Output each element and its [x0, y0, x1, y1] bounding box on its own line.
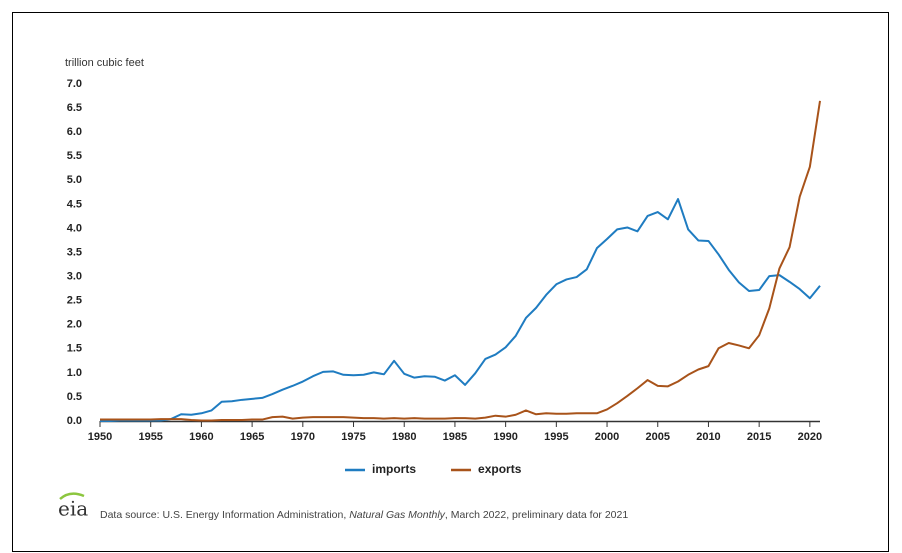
y-axis-label: trillion cubic feet	[65, 57, 144, 69]
x-tick-label: 2000	[595, 431, 619, 443]
x-tick-label: 1995	[544, 431, 568, 443]
x-tick-label: 1975	[341, 431, 365, 443]
x-tick-label: 1955	[138, 431, 162, 443]
x-tick-label: 2015	[747, 431, 771, 443]
y-tick-label: 1.5	[67, 343, 82, 355]
y-tick-label: 3.5	[67, 246, 82, 258]
x-tick-label: 1950	[88, 431, 112, 443]
y-tick-label: 3.0	[67, 270, 82, 282]
series-line	[100, 198, 821, 422]
legend-label: imports	[372, 462, 416, 476]
x-tick-label: 1990	[493, 431, 517, 443]
legend-label: exports	[478, 462, 522, 476]
logo: eia	[58, 497, 88, 521]
y-tick-label: 2.5	[67, 295, 82, 307]
x-tick-label: 2010	[696, 431, 720, 443]
y-tick-label: 0.5	[67, 391, 82, 403]
source-prefix: Data source: U.S. Energy Information Adm…	[100, 509, 349, 521]
y-tick-label: 6.5	[67, 102, 82, 114]
y-tick-label: 0.0	[67, 415, 82, 427]
series-line	[100, 100, 821, 422]
source-note: Data source: U.S. Energy Information Adm…	[100, 509, 628, 521]
source-italic: Natural Gas Monthly	[349, 509, 445, 521]
y-tick-label: 2.0	[67, 319, 82, 331]
x-tick-label: 1965	[240, 431, 264, 443]
y-tick-label: 5.0	[67, 174, 82, 186]
x-tick-label: 2005	[646, 431, 670, 443]
y-tick-label: 6.0	[67, 126, 82, 138]
frame	[12, 12, 889, 552]
x-tick-label: 1985	[443, 431, 467, 443]
x-tick-label: 1970	[291, 431, 315, 443]
y-tick-label: 1.0	[67, 367, 82, 379]
y-tick-label: 7.0	[67, 78, 82, 90]
y-tick-label: 4.5	[67, 198, 82, 210]
y-tick-label: 4.0	[67, 222, 82, 234]
x-tick-label: 1980	[392, 431, 416, 443]
x-tick-label: 2020	[798, 431, 822, 443]
y-tick-label: 5.5	[67, 150, 82, 162]
x-tick-label: 1960	[189, 431, 213, 443]
source-suffix: , March 2022, preliminary data for 2021	[445, 509, 628, 521]
logo-swoosh	[59, 492, 85, 500]
